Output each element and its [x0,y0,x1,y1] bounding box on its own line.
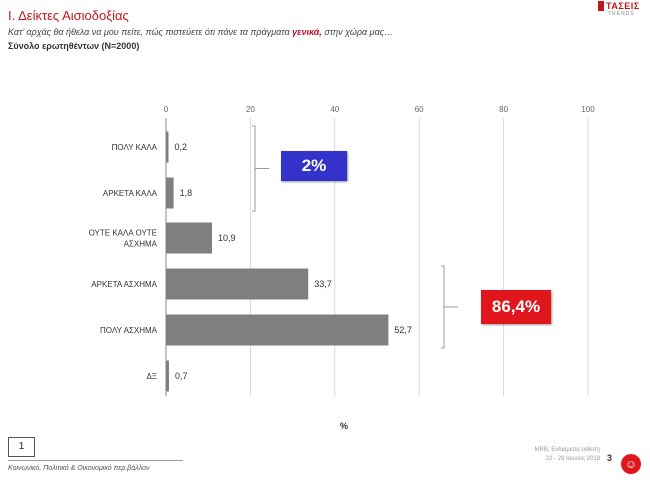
footer-divider [8,460,183,461]
subtitle-text-after: στην χώρα μας… [321,27,394,37]
x-tick-label: 80 [499,105,508,114]
category-label: ΔΞ [146,372,157,381]
subtitle-text-before: Κατ’ αρχάς θα ήθελα να μου πείτε, πώς πι… [8,27,293,37]
data-label: 0,7 [175,371,188,381]
footer-meta-line2: 22 - 29 Ιουνιος 2018 [545,456,600,462]
category-label: ΟΥΤΕ ΚΑΛΑ ΟΥΤΕ [89,229,157,238]
data-label: 52,7 [394,325,412,335]
slide-title: Ι. Δείκτες Αισιοδοξίας [8,8,129,23]
footer-meta: MRB, Ενδιαμεσα εκθεση 22 - 29 Ιουνιος 20… [520,446,600,464]
data-label: 0,2 [175,142,188,152]
category-label: ΑΣΧΗΜΑ [124,240,158,249]
data-label: 33,7 [314,279,332,289]
callout-positive-total: 2% [281,151,347,181]
bar [166,314,389,346]
smile-icon[interactable]: ☺ [621,454,641,474]
bar [166,131,169,163]
x-tick-label: 100 [581,105,595,114]
page-number: 3 [607,453,613,463]
category-label: ΑΡΚΕΤΑ ΚΑΛΑ [103,189,158,198]
logo-mark-icon [598,1,604,11]
footer-source: Κοινωνικό, Πολιτικό & Οικονομικό περ.βάλ… [8,465,150,472]
bar [166,177,174,209]
data-label: 10,9 [218,233,236,243]
bracket-negative [441,265,445,349]
bar [166,268,309,300]
x-axis-label: % [340,421,348,431]
logo-name: TAΣΕΙΣ [606,1,640,11]
footer-meta-line1: MRB, Ενδιαμεσα εκθεση [534,447,600,453]
category-label: ΠΟΛΥ ΚΑΛΑ [112,143,158,152]
subtitle-highlight: γενικά, [292,27,322,37]
callout-negative-total: 86,4% [481,290,551,324]
category-label: ΑΡΚΕΤΑ ΑΣΧΗΜΑ [91,280,157,289]
question-subtitle: Κατ’ αρχάς θα ήθελα να μου πείτε, πώς πι… [8,27,393,37]
bar [166,222,212,254]
sample-size: Σύνολο ερωτηθέντων (N=2000) [8,41,140,51]
brand-logo: TAΣΕΙΣ TRENDS [590,0,646,20]
x-tick-label: 60 [415,105,424,114]
category-label: ΠΟΛΥ ΑΣΧΗΜΑ [100,326,158,335]
x-tick-label: 0 [164,105,169,114]
section-number-box: 1 [8,437,35,457]
bracket-positive [252,125,256,212]
logo-tagline: TRENDS [608,11,635,17]
x-tick-label: 20 [246,105,255,114]
bar [166,360,169,392]
x-tick-label: 40 [330,105,339,114]
data-label: 1,8 [180,188,193,198]
